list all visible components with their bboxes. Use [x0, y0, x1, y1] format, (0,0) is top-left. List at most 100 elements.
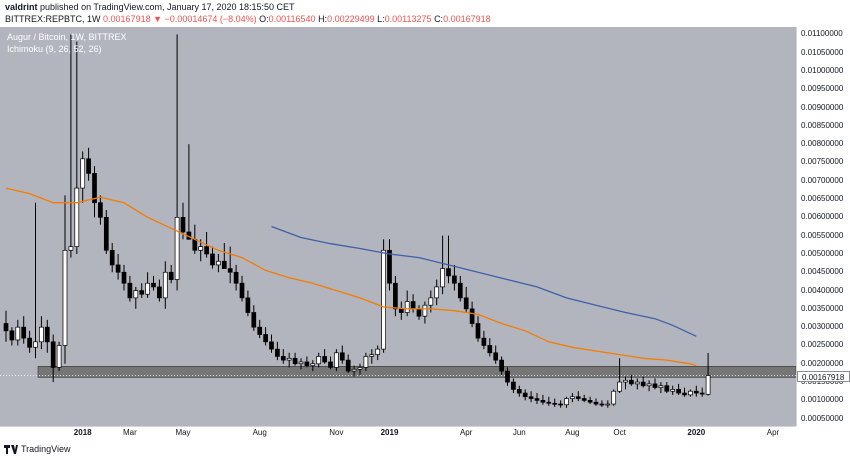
candle-down [304, 361, 310, 366]
candle-down [664, 385, 670, 392]
change-arrow-icon: ▼ [153, 14, 163, 24]
candle-down [86, 158, 91, 174]
candle-down [499, 359, 504, 372]
time-tick-label: Oct [613, 428, 626, 437]
candle-down [103, 216, 109, 251]
time-tick-label: Apr [459, 428, 473, 437]
candle-down [528, 396, 534, 399]
candle-down [387, 249, 392, 284]
candle-up [670, 389, 676, 392]
low-value: 0.00113275 [384, 14, 432, 24]
candle-down [245, 297, 251, 313]
time-tick-label: Aug [252, 428, 267, 437]
candle-down [511, 381, 516, 390]
change-value: −0.00014674 (−8.04%) [164, 14, 257, 24]
price-tick-label: 0.00500000 [801, 248, 844, 258]
candle-up [381, 249, 386, 350]
chart-plot-area[interactable]: Augur / Bitcoin, 1W, BITTREX Ichimoku (9… [0, 27, 796, 426]
candle-down [3, 323, 9, 332]
candle-down [534, 398, 540, 401]
candle-down [640, 381, 646, 387]
candle-up [564, 398, 569, 406]
candle-down [275, 348, 280, 357]
candle-up [80, 158, 86, 189]
candle-up [623, 379, 628, 383]
chart-legend: Augur / Bitcoin, 1W, BITTREX Ichimoku (9… [7, 31, 127, 55]
candle-up [39, 326, 44, 343]
candle-down [652, 383, 658, 388]
candle-down [457, 282, 463, 299]
time-tick-label: Nov [329, 428, 344, 437]
candle-down [393, 282, 398, 310]
candle-up [298, 361, 304, 365]
candle-down [475, 323, 481, 339]
legend-title[interactable]: Augur / Bitcoin, 1W, BITTREX [7, 32, 127, 42]
price-tick-label: 0.01050000 [801, 47, 844, 57]
time-axis[interactable]: 2018 Mar May Aug Nov 2019 Apr Jun Aug Oct 2020 Apr [0, 426, 796, 441]
candle-down [98, 202, 103, 218]
close-label: C: [434, 14, 444, 24]
time-tick-label: Jun [512, 428, 526, 437]
tradingview-brand: TradingView [21, 444, 71, 454]
candle-down [416, 308, 422, 317]
legend-indicator[interactable]: Ichimoku (9, 26, 52, 26) [7, 44, 102, 54]
price-tick-label: 0.00550000 [801, 230, 844, 240]
candle-down [463, 297, 469, 310]
candle-down [157, 286, 162, 299]
open-value: 0.00116540 [268, 14, 316, 24]
candle-down [540, 400, 546, 403]
price-tick-label: 0.01100000 [801, 29, 843, 39]
candle-down [269, 341, 274, 350]
candle-up [688, 390, 693, 396]
close-value: 0.00167918 [443, 14, 491, 24]
candle-down [487, 345, 493, 354]
candle-down [699, 392, 705, 395]
candle-down [109, 249, 115, 266]
candle-up [310, 363, 316, 366]
candle-down [115, 264, 121, 273]
candle-up [145, 282, 150, 295]
candle-up [286, 357, 292, 361]
candle-down [493, 352, 499, 361]
blue-ema-line [271, 225, 697, 337]
candle-down [263, 334, 268, 343]
chart-canvas[interactable] [0, 27, 796, 426]
candle-down [168, 271, 174, 280]
tradingview-logo[interactable]: TradingView [4, 444, 71, 454]
candle-down [239, 282, 245, 299]
candle-down [121, 271, 127, 284]
candle-down [505, 370, 510, 383]
candle-down [339, 352, 345, 361]
candle-up [56, 345, 62, 368]
candle-up [646, 383, 652, 387]
candle-down [398, 308, 404, 313]
candle-down [210, 253, 215, 266]
candle-down [693, 390, 699, 394]
price-tick-label: 0.00050000 [801, 413, 844, 423]
price-tick-label: 0.01000000 [801, 65, 844, 75]
price-tick-label: 0.00300000 [801, 322, 844, 332]
candle-up [216, 260, 221, 266]
candle-down [682, 392, 687, 396]
candle-down [629, 379, 634, 385]
price-axis[interactable]: 0.01100000 0.01050000 0.01000000 0.00950000… [796, 27, 850, 426]
candle-up [404, 301, 410, 313]
price-tick-label: 0.00350000 [801, 303, 844, 313]
candle-down [127, 282, 133, 299]
last-price-tag: 0.00167918 [797, 370, 850, 382]
support-zone [37, 366, 796, 378]
price-tick-label: 0.00800000 [801, 139, 844, 149]
price-tick-label: 0.00400000 [801, 285, 844, 295]
time-tick-label: 2018 [73, 428, 92, 437]
candle-down [227, 268, 233, 273]
candle-down [322, 356, 327, 363]
candle-down [575, 396, 581, 399]
time-tick-label: 2020 [687, 428, 706, 437]
candle-up [605, 403, 611, 406]
high-value: 0.00229499 [327, 14, 375, 24]
author-name[interactable]: valdrint [5, 2, 38, 12]
candle-down [552, 402, 558, 405]
candle-down [180, 216, 186, 233]
candle-down [9, 330, 15, 341]
candle-down [151, 282, 156, 288]
